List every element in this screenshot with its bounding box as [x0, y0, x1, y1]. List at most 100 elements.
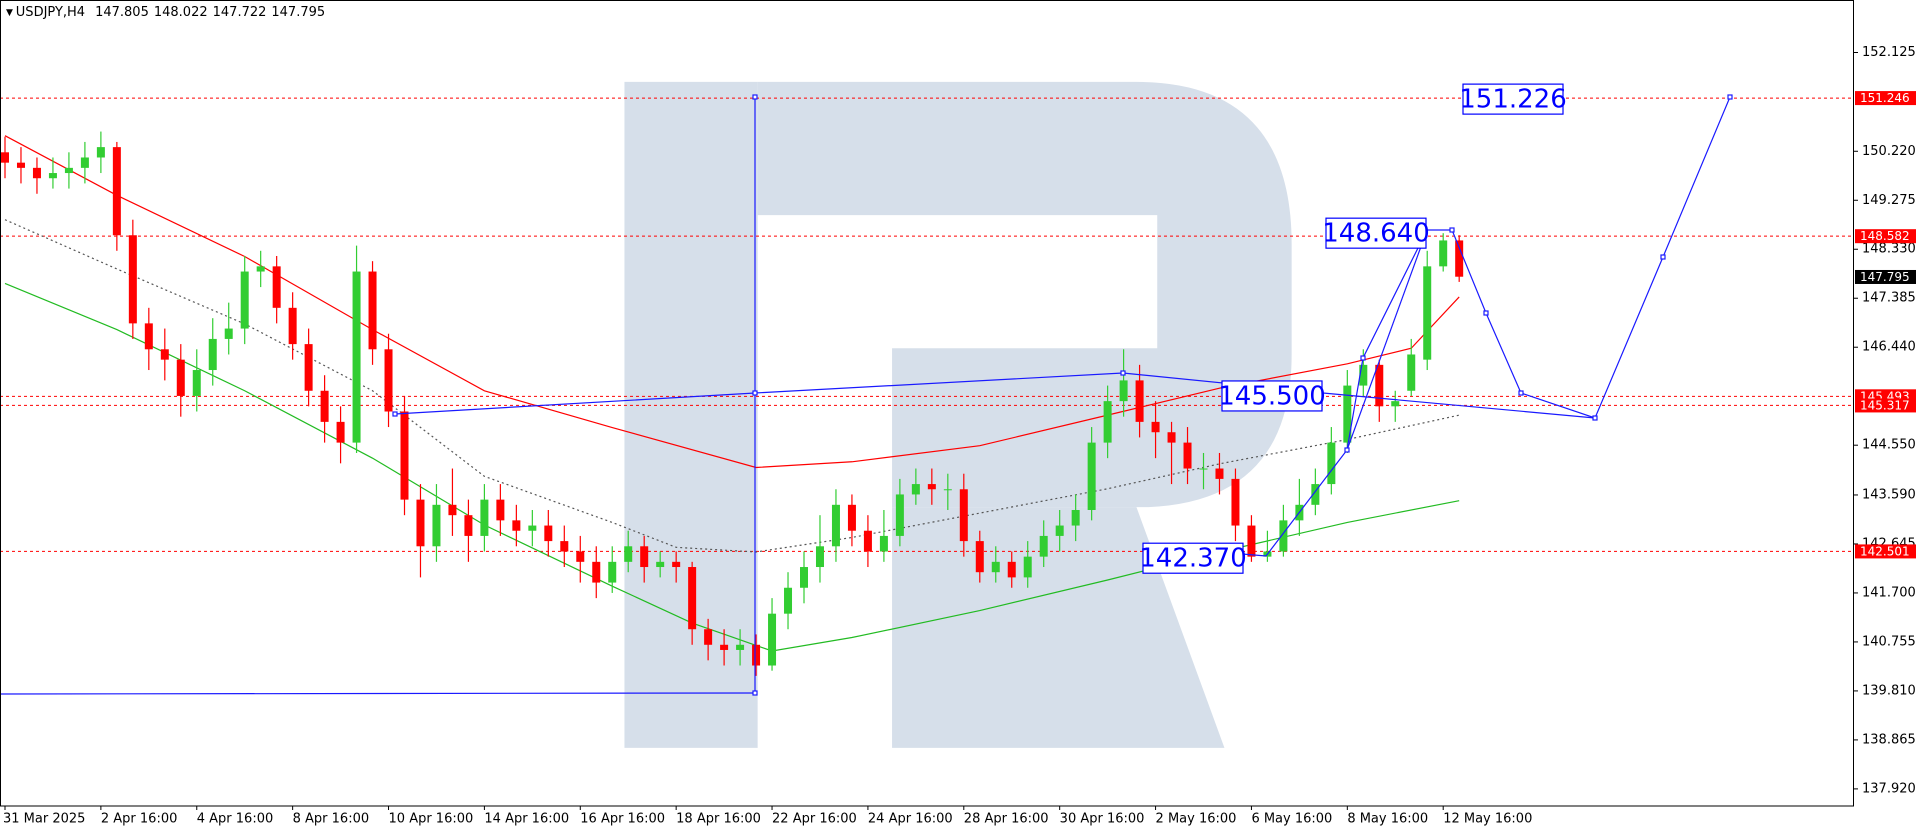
x-tick-label: 10 Apr 16:00 — [389, 812, 474, 827]
candle-body — [1071, 509, 1080, 526]
candle-body — [1055, 525, 1064, 536]
plot-frame — [0, 0, 1854, 807]
x-tick-label: 16 Apr 16:00 — [580, 812, 665, 827]
candle-body — [96, 147, 105, 158]
candle-body — [272, 266, 281, 308]
x-tick-label: 2 Apr 16:00 — [101, 812, 178, 827]
candle-body — [1023, 556, 1032, 578]
drawing-point — [392, 411, 398, 417]
candle-body — [1407, 354, 1416, 391]
drawing-point — [1360, 355, 1366, 361]
annotation-label: 145.500 — [1218, 381, 1326, 411]
watermark-bar — [624, 81, 758, 748]
drawings — [0, 94, 1733, 696]
candle-body — [80, 157, 89, 168]
candle-body — [1, 152, 9, 163]
drawing-point — [752, 390, 758, 396]
candle-body — [1279, 520, 1288, 552]
drawing-point — [1660, 254, 1666, 260]
candle-body — [1135, 380, 1144, 422]
candle-body — [560, 541, 569, 552]
watermark — [624, 81, 1292, 748]
candle-body — [496, 499, 505, 521]
candle-body — [736, 644, 745, 650]
x-tick-label: 8 May 16:00 — [1347, 812, 1428, 827]
candle-body — [464, 515, 473, 536]
candle-body — [1183, 442, 1192, 469]
candle-body — [48, 173, 57, 179]
candle-body — [1215, 468, 1224, 479]
candle-body — [1007, 561, 1016, 578]
candle-body — [847, 504, 856, 531]
candle-body — [688, 567, 697, 630]
candle-body — [240, 271, 249, 329]
symbol: USDJPY,H4 — [16, 5, 85, 20]
drawing-point — [752, 690, 758, 696]
candle-body — [368, 271, 377, 350]
candle-body — [624, 546, 633, 562]
candle-body — [208, 338, 217, 371]
x-tick-label: 4 Apr 16:00 — [197, 812, 274, 827]
candle-body — [879, 535, 888, 552]
candle-body — [1311, 484, 1320, 505]
indicator-line — [4, 219, 1460, 553]
x-tick-label: 6 May 16:00 — [1251, 812, 1332, 827]
level-tag — [1855, 398, 1916, 413]
candle-body — [416, 499, 425, 547]
candle-body — [112, 147, 121, 236]
level-label: 142.501 — [1860, 544, 1910, 558]
candle-body — [384, 349, 393, 412]
header-high: 148.022 — [154, 5, 208, 20]
candle-body — [160, 349, 169, 360]
drawing-point — [1120, 370, 1126, 376]
candle-body — [1327, 442, 1336, 485]
x-tick-label: 31 Mar 2025 — [3, 812, 85, 827]
candle-body — [1103, 401, 1112, 443]
chart-header: ▼ USDJPY,H4 147.805 148.022 147.722 147.795 — [6, 5, 325, 20]
annotation-box — [1325, 217, 1427, 249]
y-tick-label: 141.700 — [1862, 585, 1916, 600]
last-price-tag — [1855, 269, 1916, 284]
level-tag — [1855, 229, 1916, 244]
candle-body — [975, 541, 984, 573]
annotation-box — [1221, 380, 1323, 412]
candle-body — [32, 167, 41, 179]
drawing-point — [1449, 227, 1455, 233]
candle-body — [1039, 535, 1048, 557]
candle-body — [304, 344, 313, 391]
annotation-box — [1462, 83, 1564, 115]
x-tick-label: 12 May 16:00 — [1443, 812, 1532, 827]
candle-body — [16, 162, 25, 168]
candle-body — [608, 561, 617, 583]
level-label: 148.582 — [1860, 229, 1910, 243]
last-price-label: 147.795 — [1860, 270, 1910, 284]
candle-body — [576, 551, 585, 562]
candle-body — [752, 644, 761, 666]
candle-body — [544, 525, 553, 542]
candle-body — [800, 567, 808, 588]
candle-body — [1439, 240, 1448, 267]
y-tick-label: 149.275 — [1862, 193, 1916, 208]
candle-body — [1087, 442, 1096, 510]
candle-body — [64, 167, 73, 174]
y-tick-label: 140.755 — [1862, 634, 1916, 649]
x-tick-label: 22 Apr 16:00 — [772, 812, 857, 827]
candle-body — [288, 307, 297, 345]
drawing-point — [1727, 94, 1733, 100]
candle-body — [1391, 401, 1400, 407]
plot — [0, 97, 1854, 676]
candle-body — [815, 546, 824, 568]
candle-body — [400, 411, 409, 500]
candle-body — [640, 546, 649, 568]
header-open: 147.805 — [95, 5, 149, 20]
candle-body — [1199, 468, 1208, 470]
candle-body — [672, 561, 681, 568]
candle-body — [895, 494, 904, 536]
candle-body — [1231, 478, 1240, 526]
candle-body — [720, 644, 729, 650]
watermark-leg — [892, 507, 1225, 748]
indicator-line — [4, 135, 1460, 469]
y-tick-label: 144.550 — [1862, 438, 1916, 453]
candle-body — [831, 504, 840, 547]
